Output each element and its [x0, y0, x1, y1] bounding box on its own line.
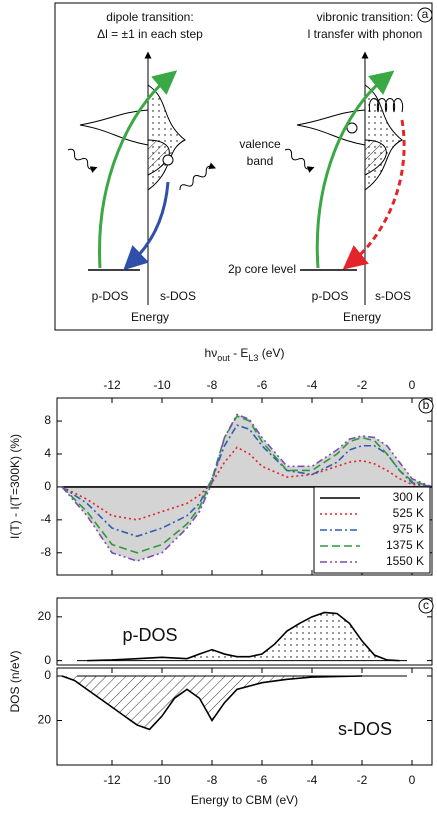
- label: 2p core level: [228, 262, 296, 276]
- area-fill: [87, 612, 400, 661]
- label: valence: [239, 137, 281, 151]
- x-tick-label: -12: [103, 773, 121, 787]
- label: p-DOS: [312, 289, 349, 303]
- title: dipole transition:: [106, 10, 193, 24]
- x-axis-label-part: out: [217, 353, 230, 363]
- photon-out: [179, 162, 217, 191]
- y-tick-label: 4: [44, 446, 51, 460]
- x-tick-label: -4: [307, 773, 318, 787]
- label: p-DOS: [92, 289, 129, 303]
- y-axis-label: DOS (n/eV): [8, 650, 22, 712]
- x-tick-label: 0: [409, 378, 416, 392]
- p-dos-curve: [79, 109, 149, 146]
- plot-frame: [56, 667, 433, 766]
- legend-label: 525 K: [393, 506, 424, 520]
- x-axis-label: hνout - EL3 (eV): [205, 346, 285, 363]
- title: Δl = ±1 in each step: [97, 27, 203, 41]
- plot-frame: [56, 597, 433, 666]
- p-dos-curve: [296, 109, 366, 146]
- y-tick-label: -4: [40, 512, 51, 526]
- legend-label: 300 K: [393, 490, 424, 504]
- label: Energy: [131, 310, 169, 324]
- x-tick-label: -2: [357, 773, 368, 787]
- plot-area: [61, 675, 407, 731]
- plot-area: [77, 611, 407, 662]
- panel: 0 20 -12 -10 -8 -6 -4 -2 0 Energy to CBM (eV) s-DO…: [38, 667, 433, 807]
- panel: -8 -4 0 4 8 -12 -10 -8 -6 -4 -2 0 hνout - EL3 (eV) I(…: [8, 346, 434, 576]
- series-line: [61, 424, 432, 538]
- s-dos-curve: [147, 84, 186, 191]
- x-tick-label: -12: [103, 378, 121, 392]
- x-tick-label: -10: [153, 378, 171, 392]
- x-tick-label: -6: [257, 378, 268, 392]
- x-axis-label-part: (eV): [258, 346, 284, 360]
- y-tick-label: 8: [44, 413, 51, 427]
- y-tick-label: -8: [40, 545, 51, 559]
- series-line: [61, 446, 432, 521]
- area-fill: [62, 676, 362, 730]
- x-tick-label: 0: [409, 773, 416, 787]
- y-tick-label: 20: [38, 609, 52, 623]
- label: s-DOS: [160, 289, 196, 303]
- title: l transfer with phonon: [308, 27, 423, 41]
- panel-label-circle: [417, 7, 433, 23]
- hole: [162, 154, 174, 166]
- series-annotation: p-DOS: [122, 625, 177, 645]
- y-tick-label: 20: [38, 713, 52, 727]
- x-tick-label: -10: [153, 773, 171, 787]
- legend: 300 K 525 K 975 K 1375 K 1550 K: [313, 486, 431, 574]
- photon-in: [284, 148, 315, 173]
- y-axis-label: I(T) - I(T=300K) (%): [8, 434, 22, 539]
- panel-label: b: [423, 398, 430, 412]
- panel: 0 20 DOS (n/eV) c p-DOS: [8, 597, 434, 713]
- x-axis-label: Energy to CBM (eV): [191, 793, 298, 807]
- x-axis-label-part: L3: [248, 353, 258, 363]
- y-tick-label: 0: [44, 668, 51, 682]
- x-axis-label-part: hν: [205, 346, 218, 360]
- series-annotation: s-DOS: [338, 719, 392, 739]
- legend-label: 1375 K: [386, 538, 424, 552]
- x-tick-label: -2: [357, 378, 368, 392]
- phonon: [368, 98, 404, 113]
- y-tick-label: 0: [44, 479, 51, 493]
- series-line: [86, 611, 400, 662]
- label: s-DOS: [375, 289, 411, 303]
- x-axis-label-part: - E: [230, 346, 249, 360]
- excitation-arrow: [315, 70, 395, 269]
- series-line: [61, 413, 432, 562]
- label: band: [247, 154, 274, 168]
- legend-label: 975 K: [393, 522, 424, 536]
- s-dos-occupied: [147, 139, 170, 176]
- emission-arrow: [123, 181, 170, 271]
- legend-box: [313, 486, 431, 574]
- title: vibronic transition:: [317, 10, 414, 24]
- x-tick-label: -8: [207, 773, 218, 787]
- excitation-arrow: [98, 70, 178, 269]
- emission-arrow: [342, 119, 406, 270]
- photon-in: [67, 148, 98, 173]
- panel-label: a: [422, 7, 429, 21]
- legend-label: 1550 K: [386, 554, 424, 568]
- series-line: [61, 675, 363, 731]
- s-dos-occupied: [364, 139, 387, 176]
- panel-frame: [54, 2, 433, 331]
- label: Energy: [343, 310, 381, 324]
- hole: [346, 122, 358, 134]
- panel-a: a dipole transition: Δl = ±1 in each ste…: [54, 2, 433, 331]
- panel-label-circle: [418, 598, 434, 614]
- panel-label: c: [423, 598, 429, 612]
- series-line: [61, 415, 432, 554]
- x-tick-label: -4: [307, 378, 318, 392]
- plot-area: [61, 413, 432, 562]
- y-tick-label: 0: [44, 653, 51, 667]
- x-tick-label: -8: [207, 378, 218, 392]
- x-tick-label: -6: [257, 773, 268, 787]
- panel-label-circle: [418, 398, 434, 414]
